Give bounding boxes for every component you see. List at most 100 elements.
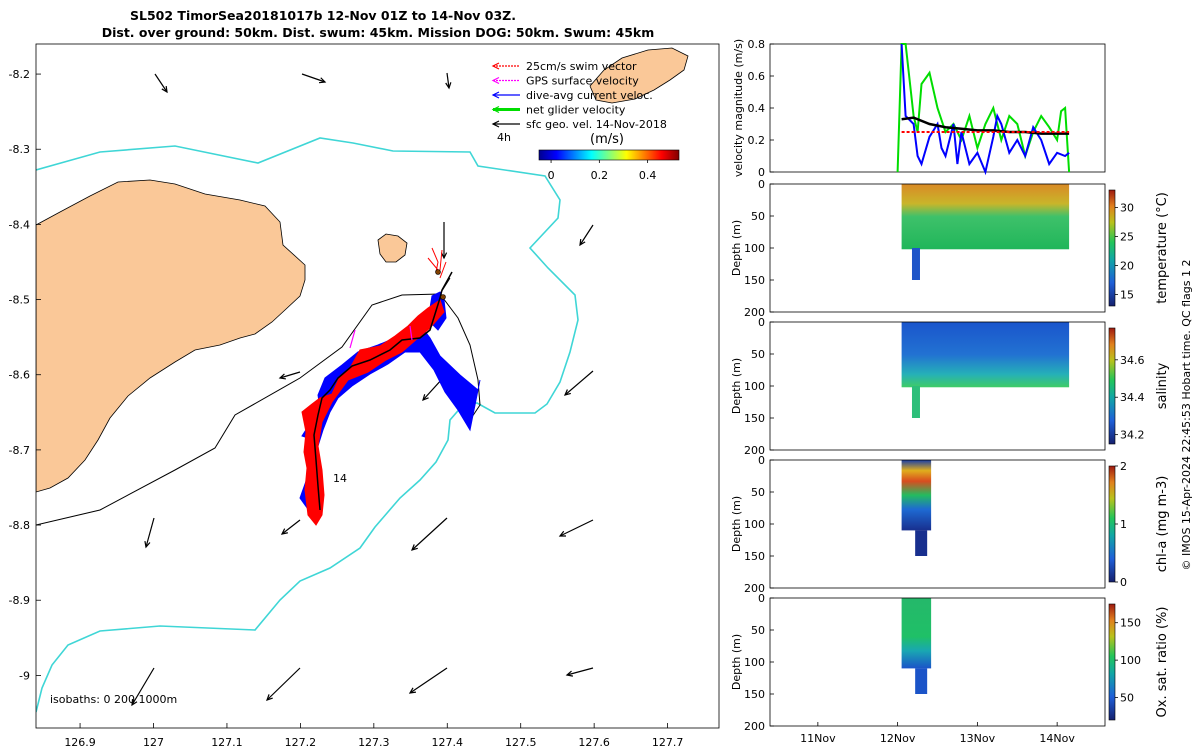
map-x-tick-label: 127.1 bbox=[211, 736, 243, 749]
colorbar-tick-label: 25 bbox=[1120, 230, 1134, 243]
geostrophic-arrow-head bbox=[579, 238, 586, 247]
colorbar-label: chl-a (mg m-3) bbox=[1155, 476, 1170, 573]
section-panel: 0 50 100 150 200 Depth (m) 34.2 34.4 34.6 salinit… bbox=[730, 316, 1170, 457]
geostrophic-arrow bbox=[281, 519, 301, 535]
depth-axis-label: Depth (m) bbox=[730, 358, 743, 414]
depth-tick-label: 200 bbox=[744, 306, 765, 319]
colorbar-tick-label: 0 bbox=[1120, 576, 1127, 589]
velocity-series-line bbox=[896, 43, 1071, 173]
geostrophic-arrow bbox=[411, 517, 448, 551]
map-colorbar bbox=[538, 149, 680, 161]
footer-text: © IMOS 15-Apr-2024 22:45:53 Hobart time.… bbox=[1180, 260, 1193, 571]
colorbar-label: (m/s) bbox=[590, 132, 624, 147]
depth-tick-label: 0 bbox=[758, 454, 765, 467]
depth-tick-label: 100 bbox=[744, 518, 765, 531]
geostrophic-arrow-head bbox=[410, 544, 418, 551]
section-field bbox=[901, 598, 932, 669]
day-label: 14 bbox=[333, 472, 347, 485]
geostrophic-arrow-head bbox=[440, 252, 448, 260]
map-y-tick-label: -8.4 bbox=[9, 218, 30, 231]
depth-axis-label: Depth (m) bbox=[730, 496, 743, 552]
geostrophic-arrow-head bbox=[565, 670, 574, 677]
geostrophic-arrow-head bbox=[318, 77, 327, 84]
colorbar-tick-label: 100 bbox=[1120, 654, 1141, 667]
geostrophic-arrow bbox=[301, 73, 326, 83]
colorbar-label: temperature (°C) bbox=[1155, 192, 1170, 304]
track-start-point bbox=[435, 269, 441, 275]
depth-tick-label: 50 bbox=[751, 624, 765, 637]
velocity-panel: 0 0.2 0.4 0.6 0.8 velocity magnitude (m/s) bbox=[732, 38, 1106, 179]
map-panel: 126.9 127 127.1 127.2 127.3 127.4 127.5 127.6 12… bbox=[9, 43, 720, 749]
colorbar-tick-label: 15 bbox=[1120, 288, 1134, 301]
colorbar-tick-label: 34.2 bbox=[1120, 429, 1145, 442]
swim-vectors bbox=[301, 299, 445, 526]
velocity-y-tick-label: 0.6 bbox=[748, 70, 766, 83]
geostrophic-arrow bbox=[131, 667, 155, 706]
track-point bbox=[440, 294, 446, 300]
time-tick-label: 13Nov bbox=[960, 732, 996, 745]
geostrophic-arrow bbox=[566, 667, 594, 676]
geostrophic-arrows bbox=[131, 72, 594, 707]
colorbar-tick-label: 2 bbox=[1120, 460, 1127, 473]
map-x-tick-label: 127.6 bbox=[578, 736, 610, 749]
map-x-ticks: 126.9 127 127.1 127.2 127.3 127.4 127.5 127.6 12… bbox=[64, 723, 683, 749]
map-x-tick-label: 127.7 bbox=[652, 736, 684, 749]
legend-note: 4h bbox=[497, 131, 511, 144]
map-colorbar-tick-label: 0.2 bbox=[591, 169, 609, 182]
legend-label: 25cm/s swim vector bbox=[526, 60, 637, 73]
title-line1: SL502 TimorSea20181017b 12-Nov 01Z to 14… bbox=[130, 8, 516, 23]
map-y-tick-label: -8.6 bbox=[9, 369, 30, 382]
geostrophic-arrow bbox=[446, 72, 450, 89]
map-colorbar-ticks: 0 0.2 0.4 bbox=[548, 160, 656, 182]
geostrophic-arrow bbox=[409, 667, 448, 694]
section-axes bbox=[769, 597, 1106, 727]
section-panel: 0 50 100 150 200 Depth (m) 15 20 25 30 temperature… bbox=[730, 178, 1170, 319]
map-y-tick-label: -8.2 bbox=[9, 68, 30, 81]
isobaths-label: isobaths: 0 200 1000m bbox=[50, 693, 177, 706]
velocity-series-line bbox=[900, 43, 1070, 176]
velocity-series bbox=[896, 43, 1071, 176]
map-y-tick-label: -8.8 bbox=[9, 519, 30, 532]
geostrophic-arrow-head bbox=[278, 373, 287, 380]
section-field bbox=[901, 322, 1070, 388]
colorbar-tick-label: 20 bbox=[1120, 259, 1134, 272]
geostrophic-arrow-head bbox=[144, 540, 151, 549]
depth-tick-label: 200 bbox=[744, 444, 765, 457]
map-y-tick-label: -8.9 bbox=[9, 594, 30, 607]
depth-tick-label: 50 bbox=[751, 486, 765, 499]
geostrophic-arrow-head bbox=[558, 530, 567, 537]
island-northeast bbox=[589, 47, 689, 104]
velocity-y-tick-label: 0.4 bbox=[748, 102, 766, 115]
velocity-y-tick-label: 0.2 bbox=[748, 134, 766, 147]
time-tick-label: 14Nov bbox=[1039, 732, 1075, 745]
isobath-1000m bbox=[36, 137, 579, 713]
legend-label: GPS surface velocity bbox=[526, 75, 639, 88]
island-timor bbox=[36, 179, 306, 493]
section-deep-profile bbox=[911, 248, 920, 280]
section-field bbox=[901, 460, 932, 531]
section-deep-profile bbox=[915, 530, 928, 556]
depth-tick-label: 50 bbox=[751, 210, 765, 223]
island-small bbox=[377, 233, 408, 263]
colorbar-tick-label: 34.4 bbox=[1120, 391, 1145, 404]
colorbar-tick-label: 34.6 bbox=[1120, 354, 1145, 367]
depth-axis-label: Depth (m) bbox=[730, 634, 743, 690]
depth-tick-label: 100 bbox=[744, 242, 765, 255]
colorbar-tick-label: 150 bbox=[1120, 617, 1141, 630]
swim-vectors-top bbox=[427, 247, 447, 279]
geostrophic-arrow-head bbox=[280, 528, 288, 535]
section-colorbar bbox=[1108, 465, 1116, 583]
colorbar-label: Ox. sat. ratio (%) bbox=[1155, 607, 1170, 718]
velocity-ylabel: velocity magnitude (m/s) bbox=[732, 39, 745, 177]
geostrophic-arrow-head bbox=[266, 694, 273, 701]
depth-tick-label: 0 bbox=[758, 316, 765, 329]
section-panel: 0 50 100 150 200 Depth (m) 50 100 150 Ox. sat. ra… bbox=[730, 592, 1170, 745]
map-y-ticks: -8.2 -8.3 -8.4 -8.5 -8.6 -8.7 -8.8 -8.9 -9 bbox=[9, 68, 41, 682]
map-x-tick-label: 127.2 bbox=[285, 736, 317, 749]
velocity-y-ticks: 0 0.2 0.4 0.6 0.8 bbox=[748, 38, 774, 179]
depth-axis-label: Depth (m) bbox=[730, 220, 743, 276]
geostrophic-arrow bbox=[279, 371, 301, 379]
depth-tick-label: 200 bbox=[744, 582, 765, 595]
